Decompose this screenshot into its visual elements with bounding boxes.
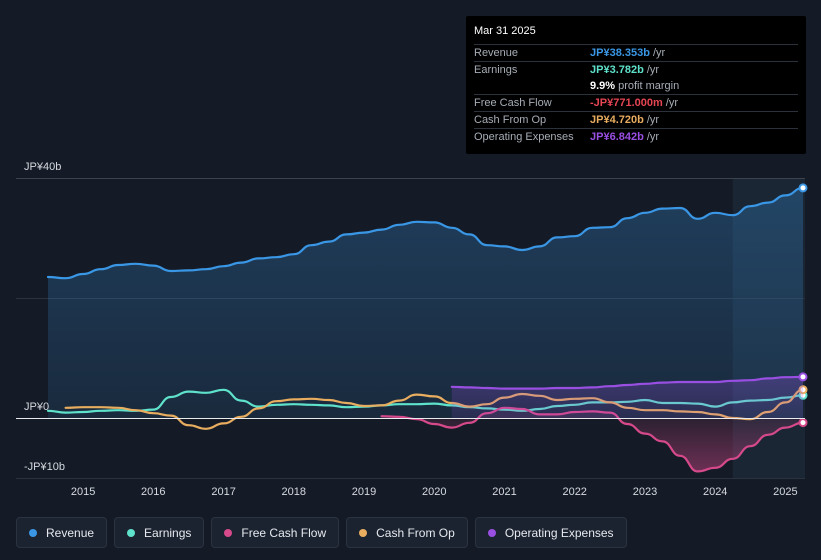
legend-item-cash-from-op[interactable]: Cash From Op <box>346 517 468 548</box>
tooltip-value: JP¥38.353b <box>590 47 650 59</box>
tooltip-row-opex: Operating Expenses JP¥6.842b /yr <box>474 128 798 145</box>
legend-item-earnings[interactable]: Earnings <box>114 517 205 548</box>
revenue-end-marker <box>798 183 808 193</box>
x-tick-label: 2020 <box>422 486 446 498</box>
opex-area <box>451 376 803 418</box>
x-tick-label: 2019 <box>352 486 376 498</box>
y-tick-label: -JP¥10b <box>24 461 65 473</box>
tooltip-label: Revenue <box>474 47 519 59</box>
fcf-area <box>381 407 803 472</box>
legend-label: Cash From Op <box>376 525 455 540</box>
tooltip-unit: /yr <box>646 131 660 143</box>
x-tick-label: 2022 <box>562 486 586 498</box>
tooltip-value: JP¥4.720b <box>590 114 644 126</box>
tooltip-unit: profit margin <box>618 80 680 92</box>
legend-item-revenue[interactable]: Revenue <box>16 517 108 548</box>
tooltip-label: Cash From Op <box>474 114 547 126</box>
legend-label: Free Cash Flow <box>241 525 327 540</box>
tooltip-row-fcf: Free Cash Flow -JP¥771.000m /yr <box>474 94 798 111</box>
earnings-dot-icon <box>127 528 136 537</box>
tooltip-unit: /yr <box>652 47 666 59</box>
x-tick-label: 2017 <box>211 486 235 498</box>
x-tick-label: 2025 <box>773 486 797 498</box>
tooltip-label: Earnings <box>474 64 518 76</box>
tooltip-row-revenue: Revenue JP¥38.353b /yr <box>474 44 798 61</box>
financial-chart: JP¥40b JP¥0 -JP¥10b 2015 2016 2017 2018 2019 202… <box>16 161 808 498</box>
revenue-dot-icon <box>29 528 37 537</box>
y-tick-label: JP¥0 <box>24 401 49 413</box>
legend-item-free-cash-flow[interactable]: Free Cash Flow <box>211 517 340 548</box>
tooltip-date: Mar 31 2025 <box>474 25 536 37</box>
legend-label: Operating Expenses <box>504 525 614 540</box>
tooltip-label <box>474 78 590 94</box>
x-tick-label: 2015 <box>71 486 95 498</box>
tooltip-row-margin: 9.9% profit margin <box>474 78 798 94</box>
operating-expenses-dot-icon <box>487 528 496 537</box>
fcf-end-marker <box>798 418 808 428</box>
x-tick-label: 2021 <box>492 486 516 498</box>
legend-item-operating-expenses[interactable]: Operating Expenses <box>474 517 627 548</box>
tooltip-value: JP¥3.782b <box>590 64 644 76</box>
x-tick-label: 2023 <box>633 486 657 498</box>
tooltip-value: 9.9% <box>590 80 616 92</box>
tooltip-value: JP¥6.842b <box>590 131 644 143</box>
tooltip-row-earnings: Earnings JP¥3.782b /yr <box>474 61 798 78</box>
x-tick-label: 2024 <box>703 486 727 498</box>
chart-legend: Revenue Earnings Free Cash Flow Cash Fro… <box>16 517 627 548</box>
tooltip-label: Operating Expenses <box>474 131 574 143</box>
legend-label: Revenue <box>46 525 95 540</box>
revenue-line <box>46 186 805 280</box>
tooltip-unit: /yr <box>665 97 679 109</box>
tooltip-value: -JP¥771.000m <box>590 97 663 109</box>
tooltip-unit: /yr <box>646 64 660 76</box>
y-tick-label: JP¥40b <box>24 161 61 173</box>
opex-line <box>450 375 805 390</box>
x-tick-label: 2018 <box>282 486 306 498</box>
x-tick-label: 2016 <box>141 486 165 498</box>
tooltip-row-cfo: Cash From Op JP¥4.720b /yr <box>474 111 798 128</box>
opex-end-marker <box>798 372 808 382</box>
legend-label: Earnings <box>144 525 192 540</box>
tooltip-panel: Mar 31 2025 Revenue JP¥38.353b /yr Earni… <box>466 16 806 154</box>
tooltip-label: Free Cash Flow <box>474 97 552 109</box>
cash-from-op-dot-icon <box>359 528 368 537</box>
free-cash-flow-dot-icon <box>224 528 233 537</box>
tooltip-unit: /yr <box>646 114 660 126</box>
revenue-area <box>48 187 803 418</box>
